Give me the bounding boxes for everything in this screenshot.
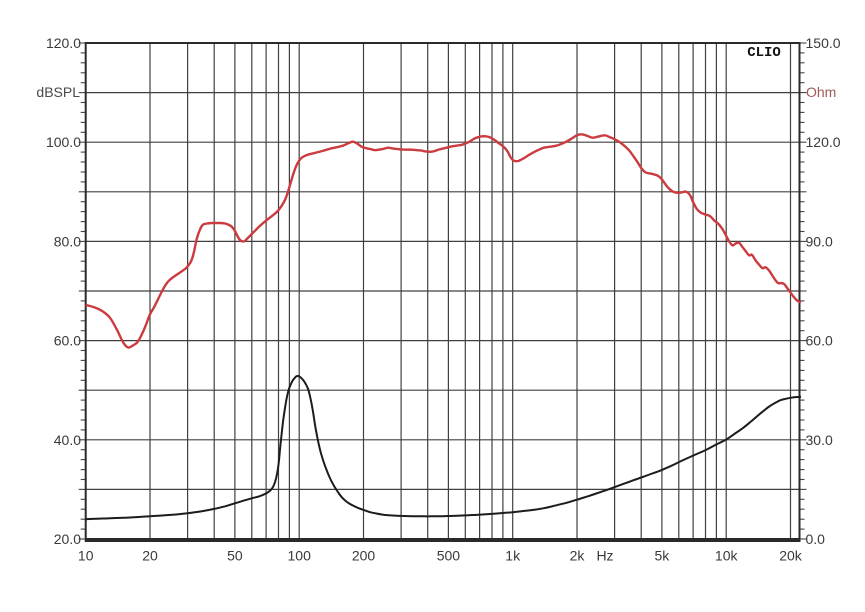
svg-text:20k: 20k [779, 548, 803, 564]
svg-text:90.0: 90.0 [806, 233, 833, 249]
svg-text:60.0: 60.0 [54, 333, 81, 349]
svg-text:30.0: 30.0 [806, 432, 833, 448]
svg-text:20: 20 [142, 548, 158, 564]
svg-text:1k: 1k [505, 548, 521, 564]
svg-text:100.0: 100.0 [46, 134, 81, 150]
svg-text:Hz: Hz [596, 548, 613, 564]
svg-text:120.0: 120.0 [46, 35, 81, 51]
svg-text:Ohm: Ohm [806, 84, 836, 100]
svg-text:dBSPL: dBSPL [36, 84, 80, 100]
svg-text:CLIO: CLIO [747, 45, 781, 61]
svg-text:5k: 5k [655, 548, 671, 564]
svg-text:80.0: 80.0 [54, 233, 81, 249]
svg-text:150.0: 150.0 [806, 35, 841, 51]
svg-text:10k: 10k [715, 548, 739, 564]
svg-text:40.0: 40.0 [54, 432, 81, 448]
svg-text:0.0: 0.0 [806, 531, 826, 547]
svg-text:500: 500 [437, 548, 461, 564]
svg-text:120.0: 120.0 [806, 134, 841, 150]
svg-text:2k: 2k [570, 548, 586, 564]
svg-text:200: 200 [352, 548, 376, 564]
svg-text:10: 10 [78, 548, 94, 564]
svg-text:50: 50 [227, 548, 243, 564]
svg-text:20.0: 20.0 [54, 531, 81, 547]
svg-text:100: 100 [288, 548, 312, 564]
svg-text:60.0: 60.0 [806, 333, 833, 349]
